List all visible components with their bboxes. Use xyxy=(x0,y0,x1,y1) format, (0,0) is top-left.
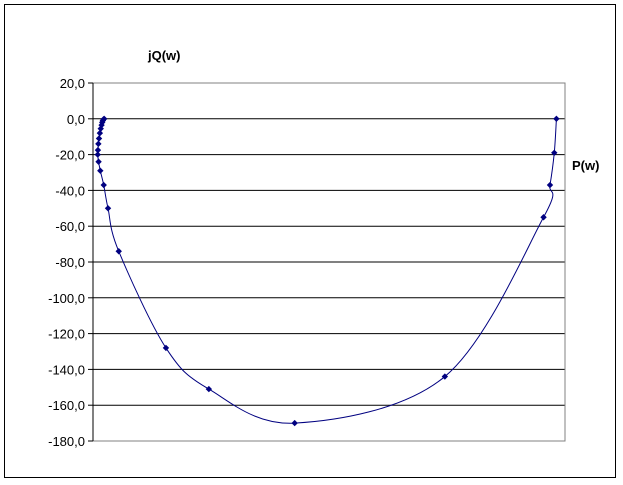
y-tick-label: -140,0 xyxy=(48,362,85,377)
data-point xyxy=(104,205,112,212)
data-point xyxy=(94,146,102,154)
y-tick-label: 0,0 xyxy=(67,112,85,127)
y-tick-label: -180,0 xyxy=(48,434,85,449)
y-tick-label: -60,0 xyxy=(55,219,85,234)
data-point xyxy=(100,181,107,189)
y-axis-title: jQ(w) xyxy=(147,48,181,63)
data-point xyxy=(95,135,103,142)
data-point xyxy=(291,419,298,427)
y-tick-label: -120,0 xyxy=(48,327,85,342)
data-point xyxy=(553,115,560,122)
data-point xyxy=(441,373,449,380)
data-point xyxy=(115,248,122,255)
y-tick-label: 20,0 xyxy=(60,76,85,91)
y-tick-label: -20,0 xyxy=(55,148,85,163)
data-point xyxy=(97,167,104,174)
y-tick-label: -80,0 xyxy=(55,255,85,270)
y-tick-labels: 20,0 0,0 -20,0 -40,0 -60,0 -80,0 -100,0 -120,0 -… xyxy=(48,76,94,449)
data-point xyxy=(96,129,104,137)
y-tick-label: -100,0 xyxy=(48,291,85,306)
x-axis-title: P(w) xyxy=(572,158,599,173)
data-point xyxy=(546,181,554,189)
data-point xyxy=(162,344,170,352)
data-point xyxy=(551,149,558,157)
y-tick-label: -160,0 xyxy=(48,398,85,413)
data-point xyxy=(95,158,102,165)
grid-layer xyxy=(93,118,565,442)
data-point xyxy=(205,385,213,393)
y-tick-label: -40,0 xyxy=(55,183,85,198)
data-point xyxy=(95,140,102,148)
series-line xyxy=(97,118,557,424)
data-point xyxy=(540,214,547,221)
data-point xyxy=(99,119,106,126)
data-point xyxy=(97,125,104,132)
series-markers xyxy=(94,115,560,427)
data-point xyxy=(94,151,101,158)
